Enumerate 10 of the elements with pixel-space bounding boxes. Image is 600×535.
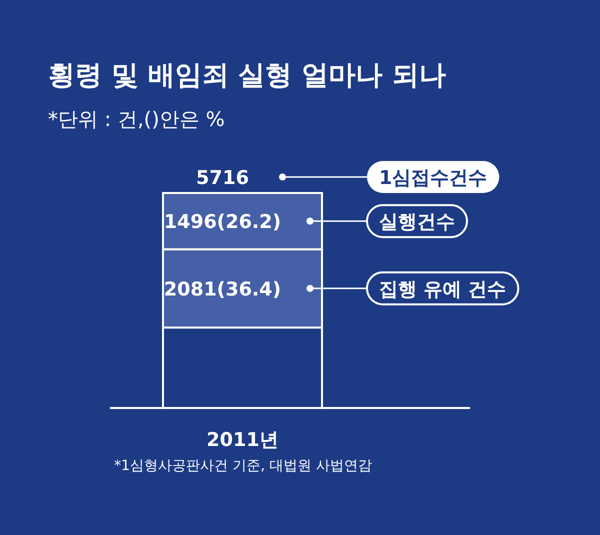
legend-label: 실행건수 bbox=[379, 211, 455, 234]
data-label: 2081(36.4) bbox=[164, 278, 282, 300]
text: *1심형사공판사건 기준, 대법원 사법연감 bbox=[114, 458, 372, 474]
x-tick-label: 2011년 bbox=[206, 429, 278, 451]
data-label: 1496(26.2) bbox=[164, 211, 282, 234]
legend-label: 집행 유예 건수 bbox=[379, 278, 506, 300]
text: 1심접수건수 bbox=[379, 167, 488, 189]
chart-title: 횡령 및 배임죄 실형 얼마나 되나 bbox=[48, 60, 446, 91]
chart-subtitle: *단위 : 건,()안은 % bbox=[48, 107, 225, 131]
total-label: 5716 bbox=[196, 167, 249, 189]
